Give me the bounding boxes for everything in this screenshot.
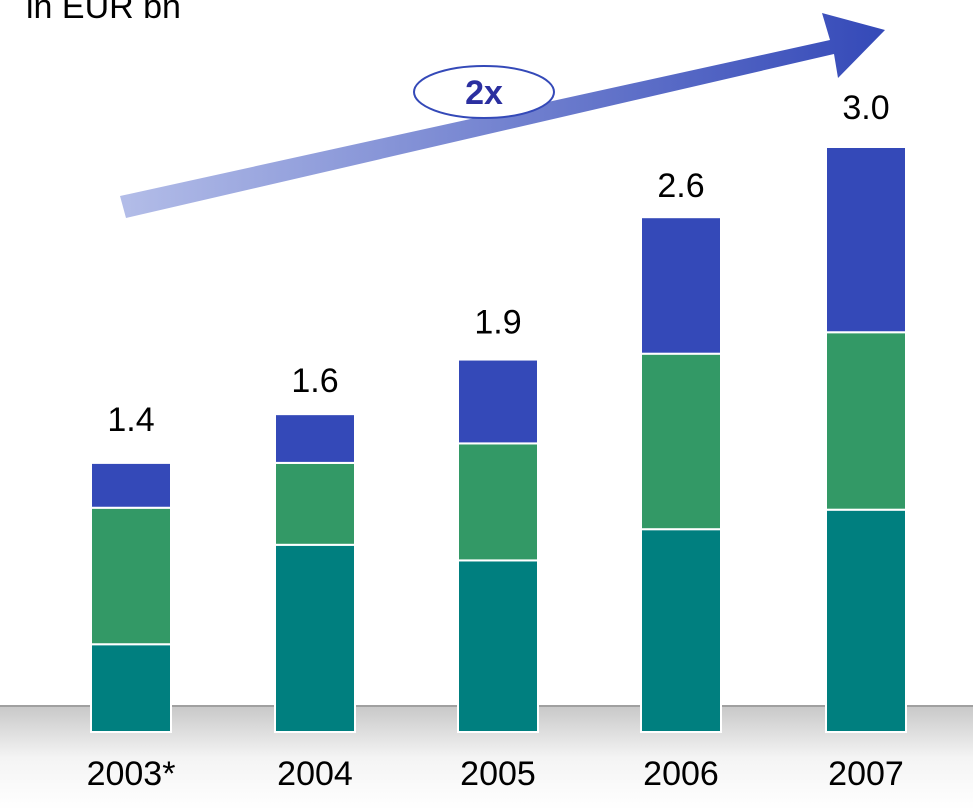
x-tick-label: 2004 bbox=[277, 755, 353, 793]
total-label: 3.0 bbox=[842, 89, 889, 127]
bar-segment bbox=[825, 146, 907, 334]
bar-segment bbox=[457, 358, 539, 445]
plot: 1.4 2003* 1.6 2004 1.9 2005 2.6 2006 3.0 2007 bbox=[87, 89, 907, 793]
annotation: 2x bbox=[465, 74, 503, 112]
total-label: 1.9 bbox=[474, 304, 521, 342]
bar-segment bbox=[90, 461, 172, 509]
x-tick-label: 2007 bbox=[828, 755, 904, 793]
total-label: 2.6 bbox=[657, 167, 704, 205]
bar-segment bbox=[457, 559, 539, 734]
bar-segment bbox=[274, 413, 356, 464]
bar-segment bbox=[640, 352, 722, 531]
x-tick-label: 2006 bbox=[643, 755, 719, 793]
bar-segment bbox=[640, 528, 722, 734]
bar-segment bbox=[274, 461, 356, 546]
total-label: 1.4 bbox=[107, 401, 154, 439]
annotation-bubble bbox=[413, 65, 555, 119]
chart-title: in EUR bn bbox=[26, 0, 181, 26]
bar-segment bbox=[90, 506, 172, 646]
bar-segment bbox=[457, 442, 539, 562]
bar-segment bbox=[274, 543, 356, 733]
bar-segment bbox=[640, 216, 722, 355]
total-label: 1.6 bbox=[291, 362, 338, 400]
bar-segment bbox=[825, 508, 907, 734]
bar-segment bbox=[90, 643, 172, 733]
x-tick-label: 2003* bbox=[87, 755, 176, 793]
x-tick-label: 2005 bbox=[460, 755, 536, 793]
bar-segment bbox=[825, 331, 907, 511]
